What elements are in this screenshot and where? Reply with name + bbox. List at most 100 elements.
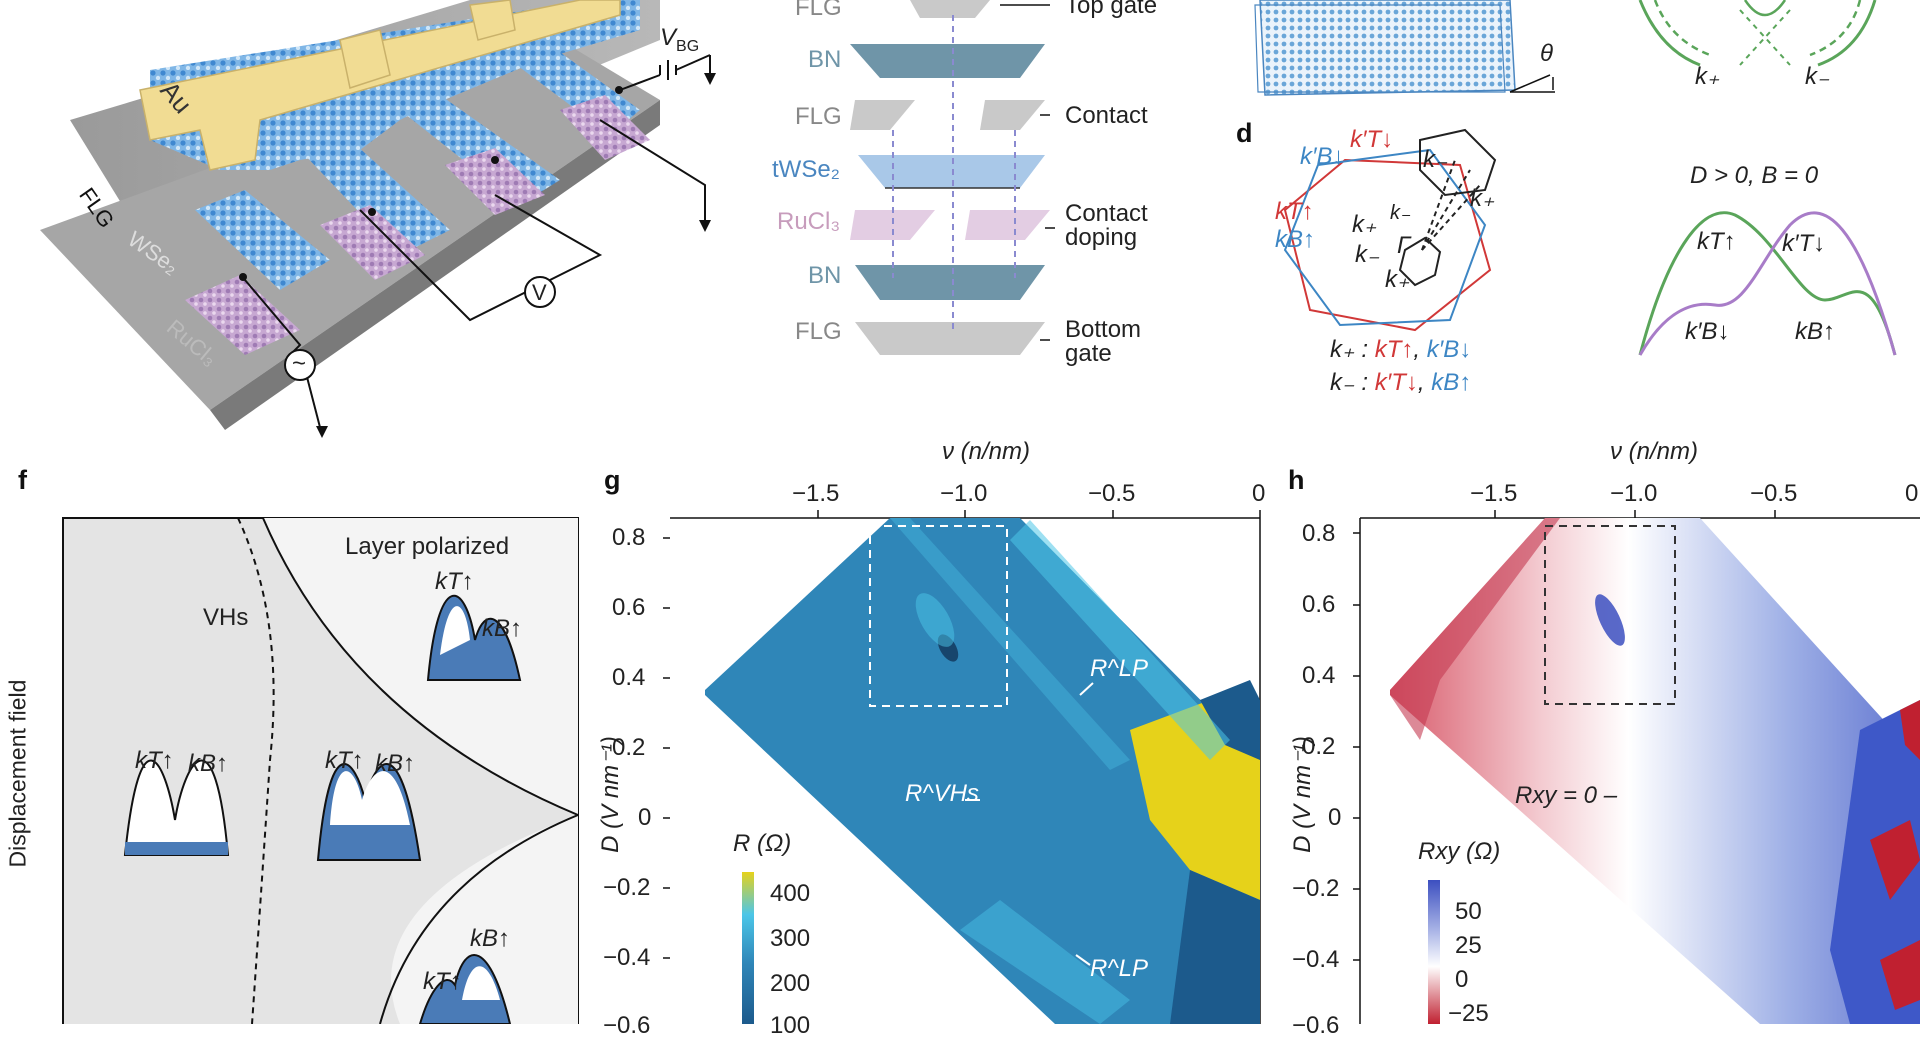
- bz-label: k₋: [1355, 241, 1380, 268]
- inset-label: kB↑: [470, 925, 511, 952]
- band-inset-2: [316, 763, 422, 861]
- moire-lattice: [1254, 0, 1555, 96]
- g-y-axis-label: D (V nm⁻¹): [596, 736, 624, 853]
- bz-label: kB↑: [1275, 226, 1316, 253]
- g-x-tick: 0: [1252, 480, 1266, 507]
- g-x-tick: −0.5: [1088, 480, 1136, 507]
- bottom-gate-label: Bottom gate: [1065, 316, 1142, 367]
- layer-stack: [850, 0, 1055, 355]
- contact-doping-label: Contact doping: [1065, 200, 1148, 251]
- stack-layer-label: RuCl₃: [777, 208, 841, 235]
- band-sketch-e: [1638, 211, 1897, 356]
- top-gate-label: Top gate: [1065, 0, 1158, 19]
- device-schematic: [40, 0, 716, 438]
- h-y-tick: −0.2: [1292, 875, 1340, 902]
- band-inset-3: [426, 594, 522, 681]
- inset-label: kB↑: [375, 750, 416, 777]
- g-top-axis-label: ν (n/nm): [942, 438, 1031, 465]
- g-y-tick: 0.6: [612, 594, 646, 621]
- contact-label: Contact: [1065, 102, 1148, 129]
- h-y-tick: −0.6: [1292, 1012, 1340, 1039]
- k-minus-label: k₋: [1805, 63, 1830, 90]
- stack-layer-label: BN: [808, 46, 842, 73]
- panel-letter-h: h: [1288, 465, 1305, 495]
- bz-label: k₊: [1470, 185, 1495, 212]
- band-label: kB↑: [1795, 318, 1836, 345]
- g-y-tick: 0: [638, 804, 652, 831]
- g-annotation: R^LP: [1090, 655, 1148, 682]
- g-annotation: R^VHs: [905, 780, 979, 807]
- h-y-tick: 0.4: [1302, 662, 1336, 689]
- voltmeter-label: V: [532, 280, 547, 305]
- stack-layer-label: FLG: [795, 0, 842, 21]
- au-contact-comb: [139, 0, 621, 171]
- band-label: kT↑: [1697, 228, 1736, 255]
- bz-label: Γ: [1397, 232, 1411, 259]
- g-y-tick: −0.6: [603, 1012, 651, 1039]
- panel-letter-d: d: [1236, 118, 1253, 148]
- stack-layer-label: BN: [808, 262, 842, 289]
- colorbar-rxy: [1428, 880, 1440, 1024]
- stack-layer-label: FLG: [795, 103, 842, 130]
- h-x-tick: −0.5: [1750, 480, 1798, 507]
- bz-label: k′T↓: [1350, 126, 1394, 153]
- vhs-label: VHs: [203, 604, 249, 631]
- colorbar-r: [742, 872, 754, 1024]
- inset-label: kB↑: [482, 615, 523, 642]
- stack-layer-label: tWSe₂: [772, 156, 840, 183]
- bz-label: kT↑: [1275, 198, 1314, 225]
- h-y-tick: 0.2: [1302, 733, 1336, 760]
- bz-label: k₊: [1352, 211, 1377, 238]
- h-x-tick: 0: [1905, 480, 1919, 507]
- band-sketch-top: [1638, 0, 1877, 67]
- h-y-tick: 0: [1328, 804, 1342, 831]
- inset-label: kT↑: [135, 747, 174, 774]
- inset-label: kB↑: [188, 750, 229, 777]
- g-y-tick: 0.2: [612, 734, 646, 761]
- g-colorbar-tick: 300: [770, 925, 811, 952]
- ac-source-label: ~: [292, 350, 307, 377]
- ac-source-circle: [284, 349, 316, 381]
- stack-layer-label: FLG: [795, 318, 842, 345]
- band-inset-1: [123, 759, 230, 856]
- band-inset-4: [418, 954, 512, 1024]
- bz-legend-line-2: k₋ : k′T↓, kB↑: [1330, 369, 1472, 396]
- h-y-tick: 0.6: [1302, 591, 1336, 618]
- bz-label: k₋: [1423, 146, 1448, 173]
- h-annotation: Rxy = 0 –: [1515, 782, 1618, 809]
- g-colorbar-tick: 200: [770, 970, 811, 997]
- band-label: k′T↓: [1782, 230, 1826, 257]
- panel-e-title: D > 0, B = 0: [1690, 162, 1819, 189]
- h-colorbar-tick: −25: [1448, 1000, 1489, 1027]
- h-colorbar-tick: 0: [1455, 966, 1469, 993]
- bz-legend-line-1: k₊ : kT↑, k′B↓: [1330, 336, 1472, 363]
- g-annotation: R^LP: [1090, 955, 1148, 982]
- bz-label: k₋: [1390, 202, 1411, 224]
- g-y-tick: 0.8: [612, 524, 646, 551]
- band-label: k′B↓: [1685, 318, 1730, 345]
- g-colorbar-tick: 100: [770, 1012, 811, 1039]
- h-y-tick: −0.4: [1292, 946, 1340, 973]
- k-plus-label: k₊: [1695, 63, 1720, 90]
- panel-letter-f: f: [18, 465, 27, 495]
- inset-label: kT↑: [325, 747, 364, 774]
- g-y-tick: 0.4: [612, 664, 646, 691]
- h-x-tick: −1.0: [1610, 480, 1658, 507]
- heatmap-g: [663, 510, 1261, 1024]
- h-y-axis-label: D (V nm⁻¹): [1288, 736, 1316, 853]
- g-y-tick: −0.2: [603, 874, 651, 901]
- zoom-box-g: [869, 525, 1008, 707]
- g-x-tick: −1.0: [940, 480, 988, 507]
- g-colorbar-label: R (Ω): [733, 830, 792, 857]
- g-x-tick: −1.5: [792, 480, 840, 507]
- bz-label: k′B↓: [1300, 143, 1345, 170]
- voltmeter-circle: [524, 276, 556, 308]
- layer-polarized-label: Layer polarized: [345, 533, 510, 560]
- h-y-tick: 0.8: [1302, 520, 1336, 547]
- phase-diagram-ylabel: Displacement field: [4, 679, 31, 868]
- g-y-tick: −0.4: [603, 944, 651, 971]
- h-x-tick: −1.5: [1470, 480, 1518, 507]
- bz-label: k₊: [1385, 266, 1410, 293]
- inset-label: kT↑: [435, 568, 474, 595]
